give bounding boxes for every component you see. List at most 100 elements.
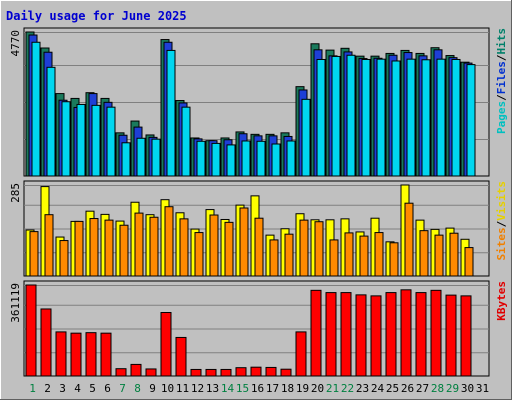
bar-sites-day-20 [314,221,324,277]
chart-title: Daily usage for June 2025 [6,9,187,23]
bar-sites-day-10 [164,206,174,277]
x-tick-day-17: 17 [266,382,279,395]
bar-kbytes-day-14 [220,368,232,377]
bar-sites-day-8 [134,212,144,277]
bar-pages-day-8 [136,137,146,177]
x-tick-day-4: 4 [74,382,81,395]
bar-kbytes-day-5 [85,332,97,377]
bar-kbytes-day-4 [70,332,82,377]
bar-kbytes-day-16 [250,366,262,377]
bar-pages-day-26 [406,58,416,177]
series-legend: KBytes [495,281,508,321]
legend-entry-1: / [495,94,508,101]
bar-sites-day-27 [419,230,429,277]
bar-kbytes-day-29 [445,294,457,377]
x-tick-day-29: 29 [446,382,459,395]
bar-sites-day-24 [374,232,384,277]
bar-kbytes-day-20 [310,289,322,377]
bar-sites-day-19 [299,219,309,277]
bar-pages-day-25 [391,60,401,177]
bar-pages-day-14 [226,144,236,177]
x-tick-day-30: 30 [461,382,474,395]
x-tick-day-25: 25 [386,382,399,395]
bar-pages-day-2 [46,66,56,177]
bar-kbytes-day-23 [355,294,367,377]
bar-kbytes-day-26 [400,289,412,377]
bar-pages-day-23 [361,58,371,177]
bar-kbytes-day-18 [280,368,292,377]
legend-entry-3: / [495,54,508,61]
bar-kbytes-day-2 [40,308,52,377]
bar-kbytes-day-28 [430,289,442,377]
panel-kbytes: 361119 KBytes [9,280,508,377]
legend-entry-0: Sites [495,227,508,260]
bar-pages-day-13 [211,142,221,177]
bar-sites-day-15 [239,207,249,277]
bar-kbytes-day-17 [265,366,277,377]
bar-pages-day-27 [421,59,431,177]
legend-entry-4: Hits [495,28,508,55]
bar-sites-day-29 [449,232,459,277]
x-tick-day-12: 12 [191,382,204,395]
x-tick-day-28: 28 [431,382,444,395]
bar-sites-day-12 [194,232,204,277]
x-tick-day-27: 27 [416,382,429,395]
x-tick-day-10: 10 [161,382,174,395]
x-tick-day-24: 24 [371,382,385,395]
bar-kbytes-day-7 [115,368,127,377]
bar-kbytes-day-21 [325,292,337,377]
x-tick-day-1: 1 [29,382,36,395]
bar-kbytes-day-11 [175,336,187,377]
bar-sites-day-11 [179,218,189,277]
bar-sites-day-18 [284,233,294,277]
bar-pages-day-12 [196,140,206,177]
bar-pages-day-29 [451,58,461,177]
bar-sites-day-5 [89,218,99,277]
series-legend: Sites/Visits [495,181,508,261]
x-tick-day-23: 23 [356,382,369,395]
chart-panels: 4770Pages/Files/Hits285Sites/Visits36111… [9,27,508,377]
x-tick-day-16: 16 [251,382,264,395]
x-tick-day-5: 5 [89,382,96,395]
bar-pages-day-3 [61,101,71,177]
bar-pages-day-30 [466,64,476,177]
bar-sites-day-2 [44,214,54,277]
bar-sites-day-23 [359,235,369,277]
bar-pages-day-21 [331,55,341,177]
bar-sites-day-28 [434,234,444,277]
bar-pages-day-19 [301,98,311,177]
bar-sites-day-7 [119,224,129,277]
bar-pages-day-17 [271,143,281,177]
y-max-label: 285 [9,183,22,203]
x-tick-day-20: 20 [311,382,324,395]
series-legend: Pages/Files/Hits [495,28,508,134]
x-axis-tick-labels: 1 2 3 4 5 6 7 8 9 10 11 12 13 14 15 16 17 18 19 20 21 22 23 24 2… [29,382,489,395]
bar-kbytes-day-13 [205,368,217,377]
bar-kbytes-day-19 [295,331,307,377]
bar-kbytes-day-1 [25,284,37,377]
bar-pages-day-6 [106,106,116,177]
bar-sites-day-16 [254,217,264,277]
x-tick-day-2: 2 [44,382,51,395]
legend-entry-0: Pages [495,101,508,134]
x-tick-day-19: 19 [296,382,309,395]
bar-sites-day-30 [464,247,474,277]
bar-kbytes-day-27 [415,292,427,377]
bar-kbytes-day-25 [385,292,397,377]
bar-sites-day-3 [59,240,69,277]
x-tick-day-21: 21 [326,382,339,395]
x-tick-day-18: 18 [281,382,294,395]
bar-pages-day-22 [346,54,356,177]
bar-kbytes-day-8 [130,363,142,377]
y-max-label: 4770 [9,30,22,57]
bar-kbytes-day-10 [160,311,172,377]
bar-sites-day-21 [329,239,339,277]
bar-pages-day-16 [256,140,266,177]
legend-entry-0: KBytes [495,281,508,321]
x-tick-day-3: 3 [59,382,66,395]
bar-pages-day-1 [31,41,41,177]
panel-sites-visits: 285 Sites/Visits [9,180,508,277]
bar-sites-day-6 [104,219,114,277]
legend-entry-2: Files [495,61,508,94]
